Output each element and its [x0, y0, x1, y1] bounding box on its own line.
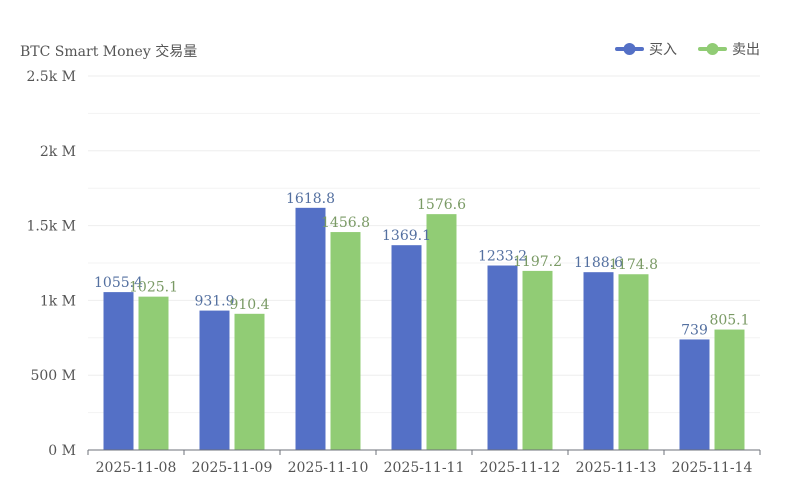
bar-buy[interactable] — [679, 339, 710, 450]
x-axis-tick-labels: 2025-11-08 2025-11-09 2025-11-10 2025-11-11… — [96, 460, 753, 476]
x-tick-label: 2025-11-12 — [480, 460, 561, 476]
x-axis — [87, 449, 761, 455]
data-label: 1456.8 — [321, 215, 370, 231]
grid-lines — [88, 75, 760, 414]
legend-dot-icon — [623, 43, 636, 55]
legend[interactable]: 买入 卖出 — [615, 42, 760, 58]
y-tick-label: 2.5k M — [26, 69, 76, 85]
x-tick-label: 2025-11-10 — [288, 460, 369, 476]
bars — [103, 207, 745, 450]
legend-item-buy[interactable]: 买入 — [615, 42, 677, 58]
bar-buy[interactable] — [199, 310, 230, 450]
data-label: 1369.1 — [382, 228, 431, 244]
y-tick-label: 1k M — [40, 293, 76, 309]
legend-item-sell[interactable]: 卖出 — [698, 42, 760, 58]
legend-label: 买入 — [649, 42, 677, 58]
x-tick-label: 2025-11-13 — [576, 460, 657, 476]
y-tick-label: 1.5k M — [26, 219, 76, 235]
y-tick-label: 2k M — [40, 144, 76, 160]
data-label: 1618.8 — [286, 191, 335, 207]
bar-buy[interactable] — [103, 292, 134, 450]
legend-dot-icon — [706, 43, 719, 55]
data-label: 1055.4 — [94, 275, 143, 291]
data-label: 910.4 — [229, 297, 269, 313]
bar-sell[interactable] — [714, 329, 745, 450]
data-labels: 1055.4 931.9 1618.8 1369.1 1233.2 1188.6 739 10… — [94, 191, 750, 339]
y-tick-label: 0 M — [48, 443, 76, 459]
x-tick-label: 2025-11-14 — [672, 460, 753, 476]
x-tick-label: 2025-11-11 — [384, 460, 465, 476]
data-label: 739 — [681, 322, 708, 338]
bar-buy[interactable] — [391, 245, 422, 450]
bar-sell[interactable] — [426, 214, 457, 450]
data-label: 805.1 — [709, 313, 749, 329]
data-label: 1025.1 — [129, 280, 178, 296]
data-label: 1174.8 — [609, 257, 658, 273]
x-tick-label: 2025-11-08 — [96, 460, 177, 476]
y-axis-tick-labels: 0 M 500 M 1k M 1.5k M 2k M 2.5k M — [26, 69, 76, 459]
data-label: 1197.2 — [513, 254, 562, 270]
bar-buy[interactable] — [583, 272, 614, 450]
y-tick-label: 500 M — [30, 368, 76, 384]
bar-buy[interactable] — [295, 207, 326, 450]
data-label: 1188.6 — [574, 255, 623, 271]
chart-title: BTC Smart Money 交易量 — [20, 43, 197, 60]
bar-sell[interactable] — [138, 296, 169, 450]
bar-sell[interactable] — [522, 270, 553, 450]
data-label: 1233.2 — [478, 249, 527, 265]
bar-sell[interactable] — [330, 232, 361, 450]
bar-buy[interactable] — [487, 265, 518, 450]
legend-label: 卖出 — [732, 42, 760, 58]
bar-sell[interactable] — [618, 274, 649, 450]
data-label: 1576.6 — [417, 197, 466, 213]
x-tick-label: 2025-11-09 — [192, 460, 273, 476]
data-label: 931.9 — [194, 294, 234, 310]
bar-sell[interactable] — [234, 313, 265, 450]
